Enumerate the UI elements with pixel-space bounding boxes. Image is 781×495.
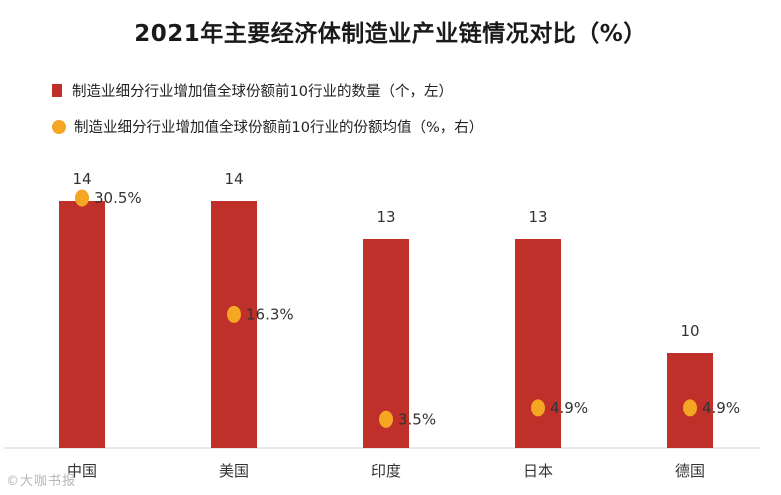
x-tick-label-1: 美国 [219, 462, 249, 480]
bar-value-label-0: 14 [72, 170, 91, 188]
legend-item-count: 制造业细分行业增加值全球份额前10行业的数量（个，左） [52, 80, 453, 101]
x-tick-label-4: 德国 [675, 462, 705, 480]
chart-title: 2021年主要经济体制造业产业链情况对比（%） [134, 21, 647, 47]
dot-0 [75, 189, 89, 207]
watermark: ©大咖书报 [6, 474, 77, 489]
bar-0 [59, 201, 105, 448]
legend-item-share: 制造业细分行业增加值全球份额前10行业的份额均值（%，右） [52, 116, 483, 137]
dot-value-label-3: 4.9% [550, 399, 588, 417]
legend-count-label: 制造业细分行业增加值全球份额前10行业的数量（个，左） [72, 84, 453, 100]
legend-share-label: 制造业细分行业增加值全球份额前10行业的份额均值（%，右） [74, 120, 484, 136]
x-tick-label-3: 日本 [523, 462, 553, 480]
bar-value-label-3: 13 [528, 208, 547, 226]
dot-value-label-0: 30.5% [94, 189, 142, 207]
bar-value-label-4: 10 [680, 322, 699, 340]
bar-value-label-1: 14 [224, 170, 243, 188]
dot-2 [379, 410, 393, 428]
bar-value-label-2: 13 [376, 208, 395, 226]
dot-value-label-4: 4.9% [702, 399, 740, 417]
dot-value-label-1: 16.3% [246, 305, 294, 323]
bar-1 [211, 201, 257, 448]
legend-dot-swatch [52, 119, 66, 134]
dot-4 [683, 399, 697, 417]
dot-3 [531, 399, 545, 417]
x-tick-label-2: 印度 [371, 462, 401, 480]
legend-bar-swatch [52, 84, 62, 97]
x-tick-label-0: 中国 [67, 462, 97, 480]
dot-value-label-2: 3.5% [398, 410, 436, 428]
dot-1 [227, 305, 241, 323]
